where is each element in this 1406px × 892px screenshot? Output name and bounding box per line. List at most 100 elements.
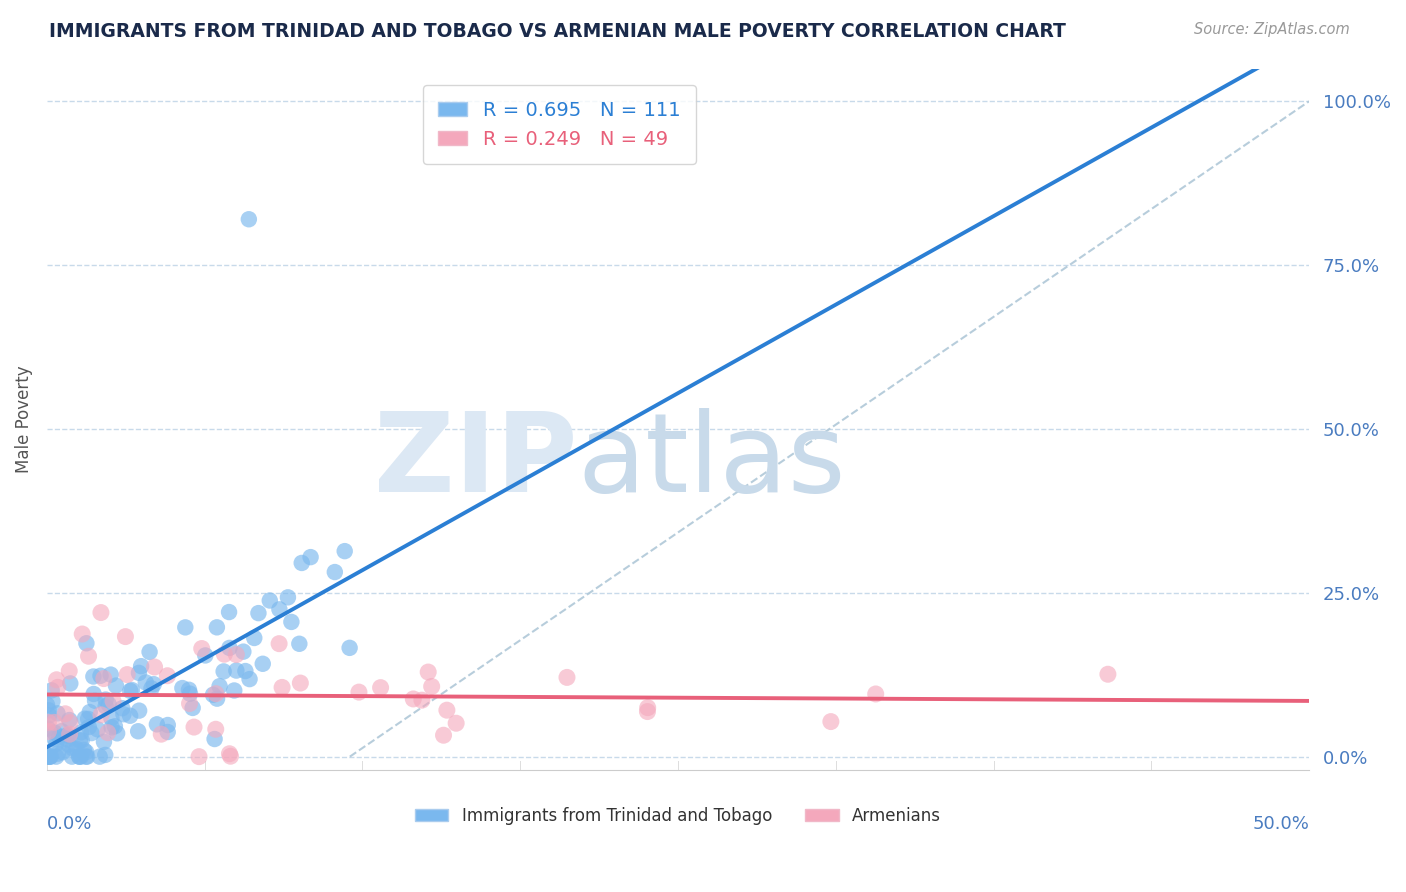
Point bbox=[41, 683, 63, 698]
Point bbox=[156, 669, 179, 683]
Point bbox=[100, 720, 122, 734]
Point bbox=[37, 722, 59, 736]
Point bbox=[38, 749, 60, 764]
Point bbox=[105, 726, 128, 740]
Point bbox=[121, 683, 143, 698]
Point bbox=[59, 715, 82, 730]
Point bbox=[90, 707, 112, 722]
Point bbox=[55, 729, 77, 743]
Point bbox=[219, 749, 242, 764]
Point bbox=[271, 681, 294, 695]
Point bbox=[39, 749, 62, 764]
Point bbox=[420, 680, 443, 694]
Point bbox=[58, 713, 80, 727]
Y-axis label: Male Poverty: Male Poverty bbox=[15, 366, 32, 473]
Point bbox=[77, 720, 100, 734]
Point bbox=[208, 679, 231, 693]
Point bbox=[183, 720, 205, 734]
Point bbox=[75, 749, 97, 764]
Point bbox=[83, 687, 105, 701]
Point bbox=[70, 749, 93, 764]
Point bbox=[56, 732, 79, 747]
Point bbox=[238, 672, 260, 686]
Text: Source: ZipAtlas.com: Source: ZipAtlas.com bbox=[1194, 22, 1350, 37]
Point bbox=[280, 615, 302, 629]
Text: ZIP: ZIP bbox=[374, 408, 576, 515]
Point bbox=[432, 728, 454, 742]
Point bbox=[865, 687, 887, 701]
Point bbox=[120, 708, 142, 723]
Point bbox=[214, 647, 236, 661]
Point bbox=[555, 670, 578, 684]
Text: IMMIGRANTS FROM TRINIDAD AND TOBAGO VS ARMENIAN MALE POVERTY CORRELATION CHART: IMMIGRANTS FROM TRINIDAD AND TOBAGO VS A… bbox=[49, 22, 1066, 41]
Point bbox=[77, 712, 100, 726]
Point bbox=[73, 712, 96, 726]
Point bbox=[299, 550, 322, 565]
Point bbox=[194, 648, 217, 663]
Point bbox=[84, 694, 107, 708]
Point bbox=[224, 683, 246, 698]
Point bbox=[37, 724, 59, 739]
Text: 50.0%: 50.0% bbox=[1253, 815, 1309, 833]
Point bbox=[46, 680, 69, 694]
Point bbox=[79, 705, 101, 719]
Point bbox=[323, 565, 346, 579]
Point bbox=[46, 706, 69, 721]
Point bbox=[48, 730, 70, 744]
Point bbox=[94, 747, 117, 762]
Text: atlas: atlas bbox=[576, 408, 845, 515]
Point bbox=[243, 631, 266, 645]
Point bbox=[146, 717, 169, 731]
Point bbox=[60, 749, 83, 764]
Point bbox=[59, 727, 82, 741]
Point bbox=[225, 648, 247, 662]
Point bbox=[333, 544, 356, 558]
Point bbox=[291, 556, 314, 570]
Point bbox=[411, 693, 433, 707]
Point bbox=[129, 659, 152, 673]
Point bbox=[90, 606, 112, 620]
Point bbox=[1097, 667, 1119, 681]
Point bbox=[53, 706, 76, 721]
Point bbox=[402, 692, 425, 706]
Point bbox=[269, 637, 291, 651]
Point bbox=[41, 694, 63, 708]
Point bbox=[100, 667, 122, 681]
Point bbox=[111, 701, 134, 715]
Point bbox=[70, 627, 93, 641]
Point bbox=[205, 687, 228, 701]
Point bbox=[44, 731, 66, 746]
Point bbox=[82, 669, 104, 683]
Point bbox=[62, 741, 84, 756]
Point bbox=[86, 723, 108, 737]
Point bbox=[112, 707, 135, 722]
Point bbox=[179, 697, 201, 711]
Point bbox=[93, 672, 115, 686]
Point bbox=[156, 725, 179, 739]
Point bbox=[38, 708, 60, 723]
Point bbox=[204, 731, 226, 746]
Point bbox=[75, 745, 97, 759]
Point bbox=[51, 724, 73, 739]
Point bbox=[218, 747, 240, 761]
Point bbox=[225, 664, 247, 678]
Point bbox=[444, 716, 467, 731]
Point bbox=[128, 665, 150, 680]
Point bbox=[150, 727, 173, 741]
Point bbox=[218, 605, 240, 619]
Point bbox=[235, 664, 257, 678]
Point bbox=[39, 749, 62, 764]
Text: 0.0%: 0.0% bbox=[46, 815, 93, 833]
Point bbox=[232, 645, 254, 659]
Point bbox=[69, 733, 91, 747]
Point bbox=[67, 749, 90, 764]
Point bbox=[93, 735, 115, 749]
Point bbox=[45, 673, 67, 687]
Point bbox=[637, 700, 659, 714]
Point bbox=[269, 602, 291, 616]
Point bbox=[77, 649, 100, 664]
Point bbox=[120, 684, 142, 698]
Point bbox=[179, 687, 201, 701]
Point bbox=[290, 676, 312, 690]
Point bbox=[45, 737, 67, 751]
